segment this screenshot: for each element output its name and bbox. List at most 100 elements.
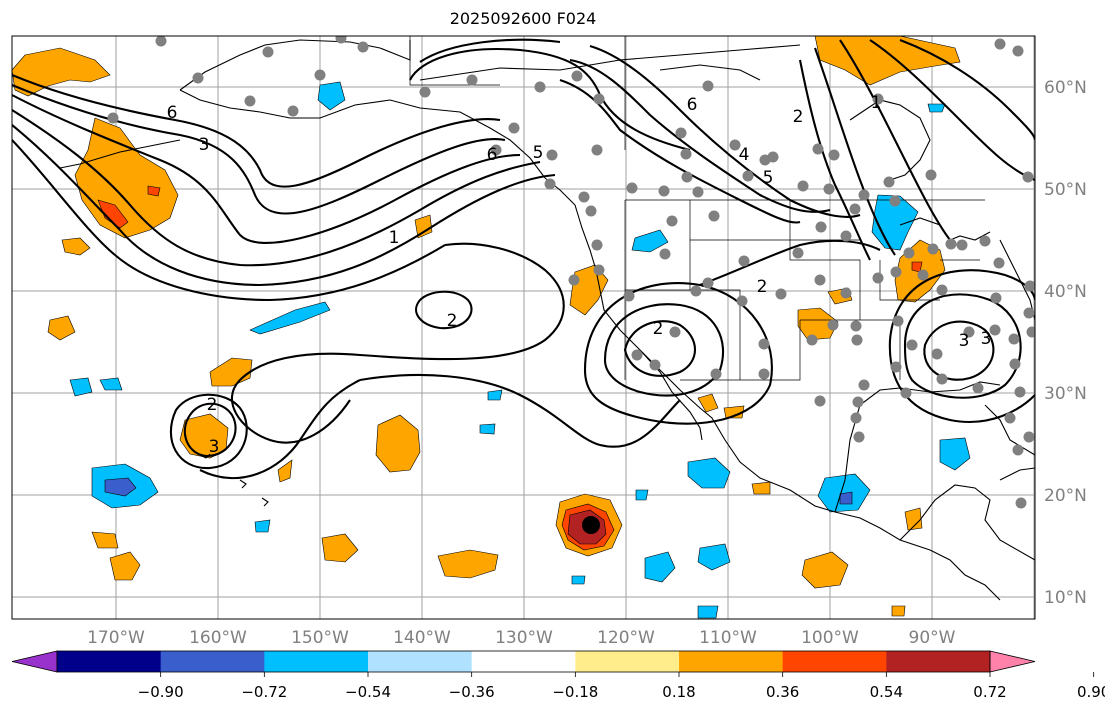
station-marker xyxy=(631,349,643,361)
colorbar-tick-label: −0.90 xyxy=(138,683,184,701)
station-marker xyxy=(900,387,912,399)
station-marker xyxy=(155,36,167,47)
contour-label: 2 xyxy=(207,395,218,415)
station-marker xyxy=(814,274,826,286)
contour-label: 5 xyxy=(763,168,774,188)
station-marker xyxy=(690,285,702,297)
colorbar-segment xyxy=(575,651,680,672)
colorbar-tick-labels: −0.90 −0.72 −0.54 −0.36 −0.18 0.18 0.36 0.54 0.7… xyxy=(138,672,1105,701)
station-marker xyxy=(917,269,929,281)
contour-label: 6 xyxy=(487,145,498,165)
map-title: 2025092600 F024 xyxy=(449,9,597,28)
station-marker xyxy=(890,266,902,278)
station-marker xyxy=(659,248,671,260)
station-marker xyxy=(979,235,991,247)
station-marker xyxy=(812,143,824,155)
station-marker xyxy=(1026,326,1035,338)
station-marker xyxy=(1023,431,1035,443)
station-marker xyxy=(814,395,826,407)
contour-label: 1 xyxy=(871,93,882,113)
colorbar-tick-label: −0.36 xyxy=(449,683,495,701)
station-marker xyxy=(828,149,840,161)
contour-lines xyxy=(12,38,1035,480)
station-marker xyxy=(872,272,884,284)
anomaly-positive-ne xyxy=(814,36,961,86)
colorbar-segment xyxy=(264,651,369,672)
station-marker xyxy=(963,326,975,338)
longitude-label: 130°W xyxy=(495,628,553,648)
colorbar-segment xyxy=(886,651,991,672)
station-marker xyxy=(927,243,939,255)
station-marker xyxy=(702,80,714,92)
station-marker xyxy=(649,359,661,371)
station-marker xyxy=(626,182,638,194)
station-marker xyxy=(994,38,1006,50)
station-marker xyxy=(827,319,839,331)
colorbar-extend-min xyxy=(11,650,58,673)
latitude-label: 20°N xyxy=(1044,486,1087,506)
longitude-label: 120°W xyxy=(597,628,655,648)
latitude-label: 50°N xyxy=(1044,180,1087,200)
station-marker xyxy=(993,257,1005,269)
station-marker xyxy=(1014,386,1026,398)
colorbar-segment xyxy=(57,651,162,672)
colorbar-tick-label: 0.54 xyxy=(870,683,903,701)
colorbar-tick-label: −0.54 xyxy=(345,683,391,701)
station-marker xyxy=(956,239,968,251)
colorbar-segment xyxy=(160,651,265,672)
station-marker xyxy=(571,70,583,82)
station-marker xyxy=(675,127,687,139)
station-marker xyxy=(823,183,835,195)
colorbar-segment xyxy=(679,651,784,672)
station-markers xyxy=(107,36,1035,509)
contour-label: 2 xyxy=(793,107,804,127)
station-marker xyxy=(287,105,299,117)
latitude-labels: 60°N 50°N 40°N 30°N 20°N 10°N xyxy=(1044,78,1087,608)
contour-label: 2 xyxy=(653,319,664,339)
anomaly-negative-alaska xyxy=(317,81,346,111)
contour-label: 1 xyxy=(389,228,400,248)
station-marker xyxy=(852,396,864,408)
station-marker xyxy=(585,205,597,217)
station-marker xyxy=(738,255,750,267)
station-marker xyxy=(314,69,326,81)
station-marker xyxy=(758,338,770,350)
contour-label: 2 xyxy=(757,277,768,297)
longitude-labels: 170°W 160°W 150°W 140°W 130°W 120°W 110°W 100°W… xyxy=(87,628,956,648)
station-marker xyxy=(853,431,865,443)
latitude-label: 30°N xyxy=(1044,384,1087,404)
station-marker xyxy=(858,189,870,201)
station-marker xyxy=(546,149,558,161)
contour-label: 3 xyxy=(199,135,210,155)
station-marker xyxy=(758,368,770,380)
longitude-label: 100°W xyxy=(801,628,859,648)
station-marker xyxy=(851,334,863,346)
station-marker xyxy=(890,361,902,373)
contour-label: 4 xyxy=(739,145,750,165)
station-marker xyxy=(850,412,862,424)
station-marker xyxy=(742,170,754,182)
contour-label: 3 xyxy=(981,329,992,349)
station-marker xyxy=(1008,333,1020,345)
station-marker xyxy=(623,290,635,302)
station-marker xyxy=(262,46,274,58)
colorbar xyxy=(11,650,1036,673)
station-marker xyxy=(889,195,901,207)
station-marker xyxy=(806,334,818,346)
station-marker xyxy=(840,287,852,299)
anomaly-negative-pacific-ne xyxy=(249,301,331,335)
station-marker xyxy=(568,274,580,286)
station-marker xyxy=(1024,280,1035,292)
station-marker xyxy=(466,74,478,86)
station-marker xyxy=(797,180,809,192)
station-marker xyxy=(815,221,827,233)
station-marker xyxy=(692,186,704,198)
station-marker xyxy=(357,41,369,53)
colorbar-tick-label: 0.72 xyxy=(973,683,1006,701)
contour-label: 3 xyxy=(959,331,970,351)
colorbar-tick-label: 0.18 xyxy=(662,683,695,701)
station-marker xyxy=(192,72,204,84)
station-marker xyxy=(1022,171,1034,183)
colorbar-segment xyxy=(368,651,473,672)
colorbar-tick-label: 0.36 xyxy=(766,683,799,701)
